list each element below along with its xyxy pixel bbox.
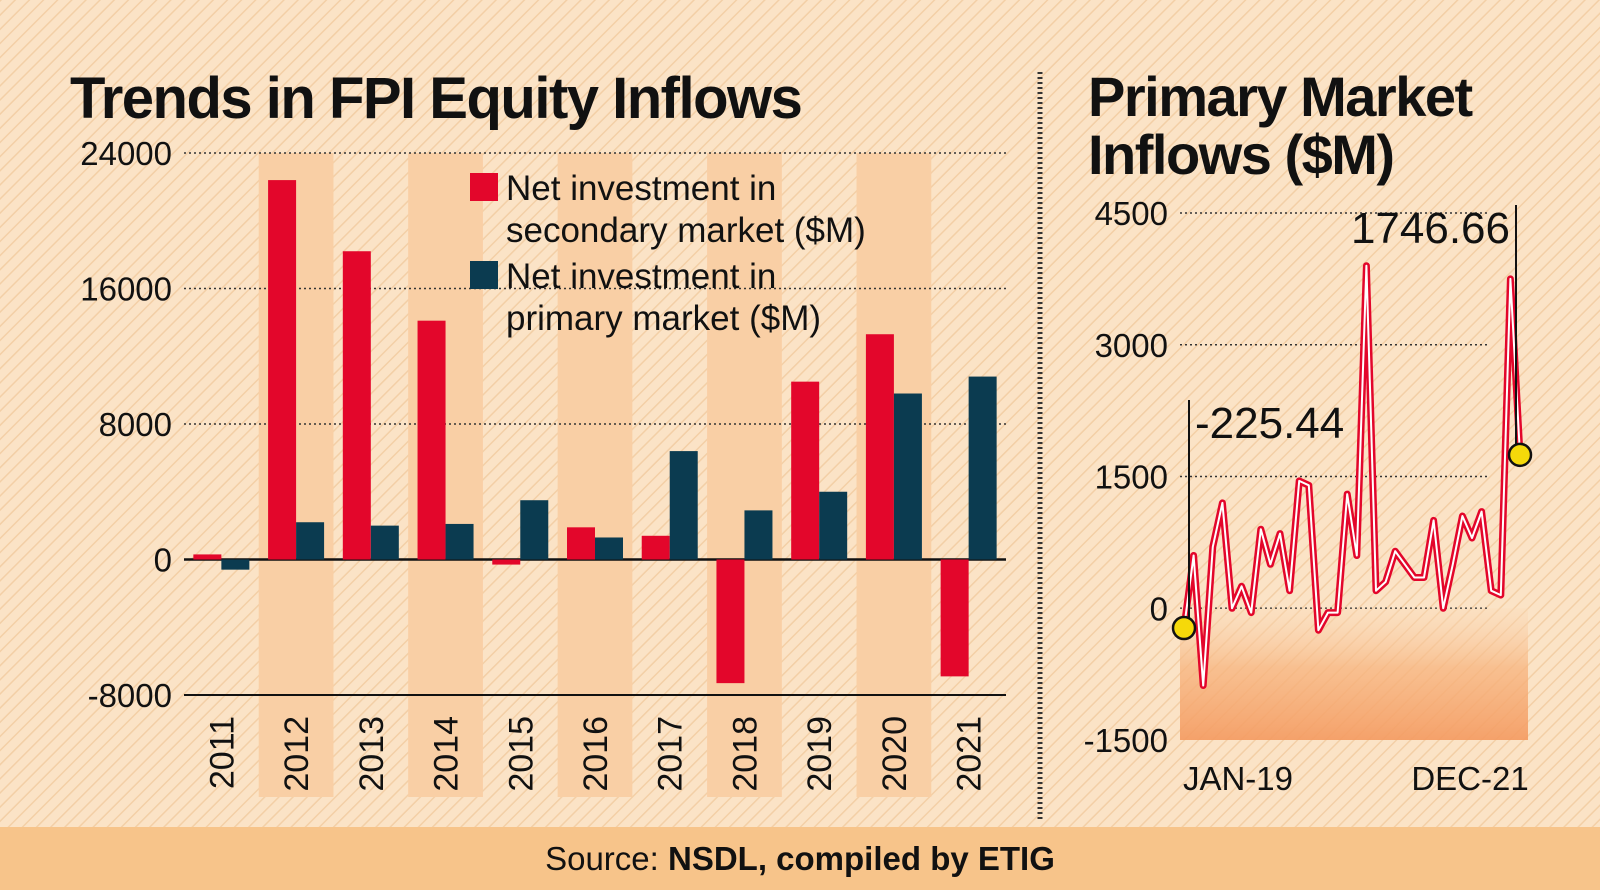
legend-label-secondary-line1: Net investment in: [506, 169, 776, 208]
bar-primary-2018: [744, 510, 773, 560]
x-tick-label: 2013: [353, 716, 391, 792]
bar-primary-2015: [520, 500, 549, 560]
bar-primary-2017: [669, 451, 698, 560]
bar-secondary-2015: [492, 559, 521, 565]
x-tick-label: 2021: [951, 716, 989, 792]
source-label: Source:: [545, 840, 659, 877]
bar-secondary-2021: [940, 559, 969, 677]
x-tick-label: 2015: [502, 716, 540, 792]
bar-primary-2020: [893, 393, 922, 560]
x-tick-end: DEC-21: [1411, 760, 1528, 797]
y-tick-label: 1500: [1095, 459, 1168, 496]
legend-swatch-secondary: [470, 173, 498, 201]
legend-label-primary-line2: primary market ($M): [506, 299, 821, 338]
y-tick-label: 24000: [80, 135, 172, 172]
x-tick-label: 2016: [577, 716, 615, 792]
series-line-highlight: [1183, 264, 1521, 687]
bar-secondary-2011: [193, 554, 222, 560]
x-tick-label: 2014: [428, 716, 466, 792]
x-tick-labels: 2011 2012 2013 2014 2015 2016 2017 2018 2019 2020…: [203, 716, 988, 792]
y-tick-label: 0: [1150, 590, 1168, 627]
bars: [193, 180, 997, 684]
highlight-marker: [1507, 442, 1533, 468]
source-text: NSDL, compiled by ETIG: [668, 840, 1055, 877]
bar-primary-2016: [595, 537, 623, 560]
bar-secondary-2017: [641, 535, 670, 560]
legend: Net investment in secondary market ($M) …: [470, 169, 866, 338]
x-tick-label: 2017: [652, 716, 690, 792]
line-chart-title-line2: Inflows ($M): [1088, 123, 1394, 186]
bar-primary-2013: [370, 525, 399, 560]
annotation-label: -225.44: [1195, 399, 1344, 448]
y-tick-label: 16000: [80, 271, 172, 308]
legend-label-secondary-line2: secondary market ($M): [506, 211, 866, 250]
bar-secondary-2019: [791, 381, 820, 560]
legend-swatch-primary: [470, 261, 498, 289]
bar-secondary-2020: [865, 334, 894, 560]
annotations: -225.44 1746.66: [1171, 204, 1533, 641]
band-2018: [707, 153, 782, 797]
x-tick-label: 2019: [801, 716, 839, 792]
bar-primary-2014: [445, 523, 474, 560]
y-tick-label: -1500: [1084, 722, 1168, 759]
x-tick-label: 2011: [203, 716, 241, 789]
y-tick-label: -8000: [88, 677, 172, 714]
bar-secondary-2016: [567, 527, 595, 560]
x-tick-start: JAN-19: [1183, 760, 1293, 797]
y-tick-label: 4500: [1095, 195, 1168, 232]
x-tick-label: 2012: [278, 716, 316, 792]
bar-chart-title: Trends in FPI Equity Inflows: [70, 66, 801, 131]
annotation-label: 1746.66: [1351, 204, 1510, 253]
band-2016: [557, 153, 633, 797]
bar-secondary-2013: [342, 251, 371, 560]
bar-primary-2021: [968, 376, 997, 560]
y-tick-label: 0: [154, 542, 172, 579]
x-tick-label: 2018: [726, 716, 764, 792]
bar-secondary-2012: [268, 180, 297, 560]
y-tick-label: 3000: [1095, 327, 1168, 364]
primary-market-line-chart: Primary Market Inflows ($M) 4500 3000 1500…: [1084, 65, 1533, 797]
legend-label-primary-line1: Net investment in: [506, 257, 776, 296]
source-footer: Source: NSDL, compiled by ETIG: [0, 827, 1600, 890]
zero-below-area: [1180, 608, 1528, 740]
highlight-marker: [1171, 615, 1197, 641]
y-tick-labels: 24000 16000 8000 0 -8000: [80, 135, 172, 714]
bar-primary-2019: [819, 491, 848, 560]
bar-secondary-2014: [417, 320, 446, 560]
line-chart-title-line1: Primary Market: [1088, 65, 1473, 128]
bar-secondary-2018: [716, 559, 745, 684]
y-tick-label: 8000: [99, 406, 172, 443]
y-tick-labels: 4500 3000 1500 0 -1500: [1084, 195, 1168, 759]
bar-primary-2012: [296, 522, 325, 560]
x-tick-label: 2020: [876, 716, 914, 792]
bar-primary-2011: [221, 559, 250, 570]
